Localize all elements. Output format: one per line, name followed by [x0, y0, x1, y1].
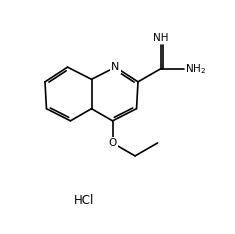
Text: NH: NH [153, 33, 168, 43]
Text: O: O [108, 138, 117, 148]
Text: N: N [111, 62, 120, 72]
Text: NH$_2$: NH$_2$ [185, 62, 206, 76]
Text: HCl: HCl [74, 194, 94, 207]
